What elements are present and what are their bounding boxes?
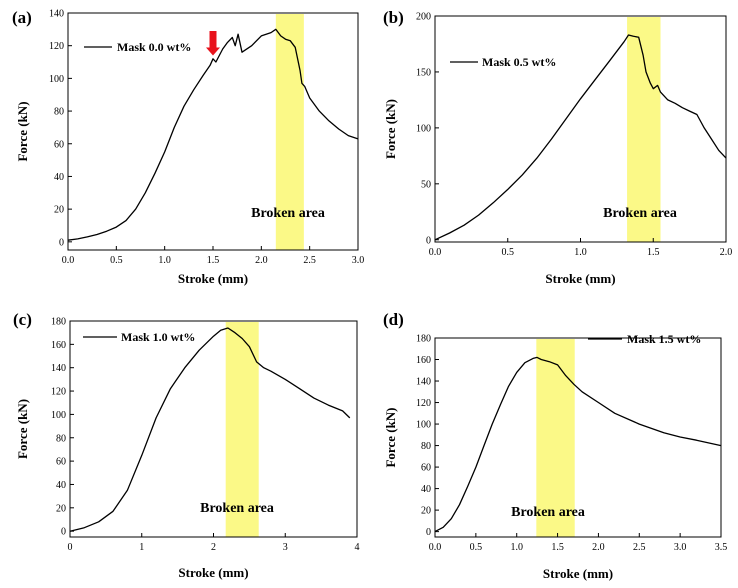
y-tick-label: 100 — [49, 74, 64, 85]
chart-panel-1: 0.0 0.5 1.0 1.5 2.0 0 50 100 150 200 Mask 0.5 wt% B… — [383, 8, 732, 286]
y-tick-label: 40 — [54, 172, 64, 183]
y-tick-label: 180 — [51, 317, 66, 328]
y-tick-label: 150 — [416, 67, 431, 78]
y-tick-label: 120 — [51, 387, 66, 398]
y-tick-label: 40 — [421, 484, 431, 495]
y-tick-label: 160 — [51, 340, 66, 351]
y-tick-label: 0 — [59, 237, 64, 248]
x-axis-title: Stroke (mm) — [178, 565, 248, 580]
series-line — [435, 35, 726, 240]
x-tick-label: 0 — [68, 542, 73, 553]
panel-label: (d) — [383, 310, 404, 329]
plot-frame — [435, 16, 726, 242]
y-tick-label: 40 — [56, 480, 66, 491]
x-tick-label: 2.0 — [255, 255, 268, 266]
legend-label: Mask 0.5 wt% — [482, 55, 556, 69]
y-tick-label: 80 — [54, 107, 64, 118]
y-tick-label: 120 — [49, 41, 64, 52]
y-tick-label: 60 — [56, 457, 66, 468]
y-tick-label: 60 — [421, 463, 431, 474]
x-axis-title: Stroke (mm) — [543, 566, 613, 581]
x-tick-label: 0.0 — [62, 255, 75, 266]
x-tick-label: 1.5 — [207, 255, 220, 266]
x-tick-label: 2.0 — [592, 542, 605, 553]
x-tick-label: 1.0 — [510, 542, 523, 553]
x-tick-label: 3.5 — [715, 542, 728, 553]
y-tick-label: 100 — [416, 123, 431, 134]
y-tick-label: 50 — [421, 179, 431, 190]
x-tick-label: 0.0 — [429, 542, 442, 553]
y-axis-title: Force (kN) — [383, 99, 398, 159]
red-arrow-icon — [206, 31, 220, 56]
broken-area-label: Broken area — [511, 505, 585, 520]
x-tick-label: 1.5 — [551, 542, 564, 553]
y-axis-title: Force (kN) — [383, 407, 398, 467]
legend-label: Mask 0.0 wt% — [117, 40, 191, 54]
y-tick-label: 200 — [416, 12, 431, 23]
x-tick-label: 1.5 — [647, 247, 660, 258]
chart-panel-0: 0.0 0.5 1.0 1.5 2.0 2.5 3.0 0 20 40 60 80 100 120 140 M… — [12, 8, 364, 286]
x-axis-title: Stroke (mm) — [178, 271, 248, 286]
x-tick-label: 2.5 — [303, 255, 316, 266]
figure: 0.0 0.5 1.0 1.5 2.0 2.5 3.0020406080100120140M… — [0, 0, 738, 588]
y-tick-label: 100 — [416, 420, 431, 431]
y-tick-label: 100 — [51, 410, 66, 421]
x-tick-label: 0.5 — [470, 542, 483, 553]
x-tick-label: 0.5 — [502, 247, 515, 258]
broken-area-label: Broken area — [200, 501, 274, 516]
y-tick-label: 140 — [49, 9, 64, 20]
x-tick-label: 1.0 — [574, 247, 587, 258]
y-tick-label: 20 — [54, 205, 64, 216]
y-tick-label: 0 — [426, 235, 431, 246]
y-tick-label: 120 — [416, 398, 431, 409]
x-tick-label: 3 — [283, 542, 288, 553]
y-tick-label: 20 — [421, 506, 431, 517]
y-tick-label: 60 — [54, 139, 64, 150]
y-tick-label: 140 — [51, 363, 66, 374]
x-axis-title: Stroke (mm) — [545, 271, 615, 286]
x-tick-label: 1.0 — [158, 255, 171, 266]
y-tick-label: 80 — [56, 433, 66, 444]
broken-area-label: Broken area — [251, 206, 325, 221]
y-tick-label: 0 — [61, 527, 66, 538]
y-axis-title: Force (kN) — [15, 399, 30, 459]
x-tick-label: 2.0 — [720, 247, 733, 258]
x-tick-label: 1 — [139, 542, 144, 553]
y-tick-label: 180 — [416, 334, 431, 345]
x-tick-label: 0.5 — [110, 255, 123, 266]
y-axis-title: Force (kN) — [15, 101, 30, 161]
x-tick-label: 3.0 — [674, 542, 687, 553]
x-tick-label: 3.0 — [352, 255, 365, 266]
panel-label: (b) — [383, 8, 404, 27]
legend-label: Mask 1.0 wt% — [121, 330, 195, 344]
x-tick-label: 0.0 — [429, 247, 442, 258]
x-tick-label: 2 — [211, 542, 216, 553]
y-tick-label: 20 — [56, 503, 66, 514]
y-tick-label: 0 — [426, 527, 431, 538]
y-tick-label: 80 — [421, 441, 431, 452]
panel-label: (c) — [13, 310, 32, 329]
legend-label: Mask 1.5 wt% — [627, 332, 701, 346]
broken-area-label: Broken area — [603, 206, 677, 221]
y-tick-label: 140 — [416, 377, 431, 388]
panel-label: (a) — [12, 8, 32, 27]
y-tick-label: 160 — [416, 355, 431, 366]
x-tick-label: 2.5 — [633, 542, 646, 553]
x-tick-label: 4 — [355, 542, 360, 553]
chart-panel-3: 0.0 0.5 1.0 1.5 2.0 2.5 3.0 3.5 0 20 40 60 80 100 120 1… — [383, 310, 727, 581]
